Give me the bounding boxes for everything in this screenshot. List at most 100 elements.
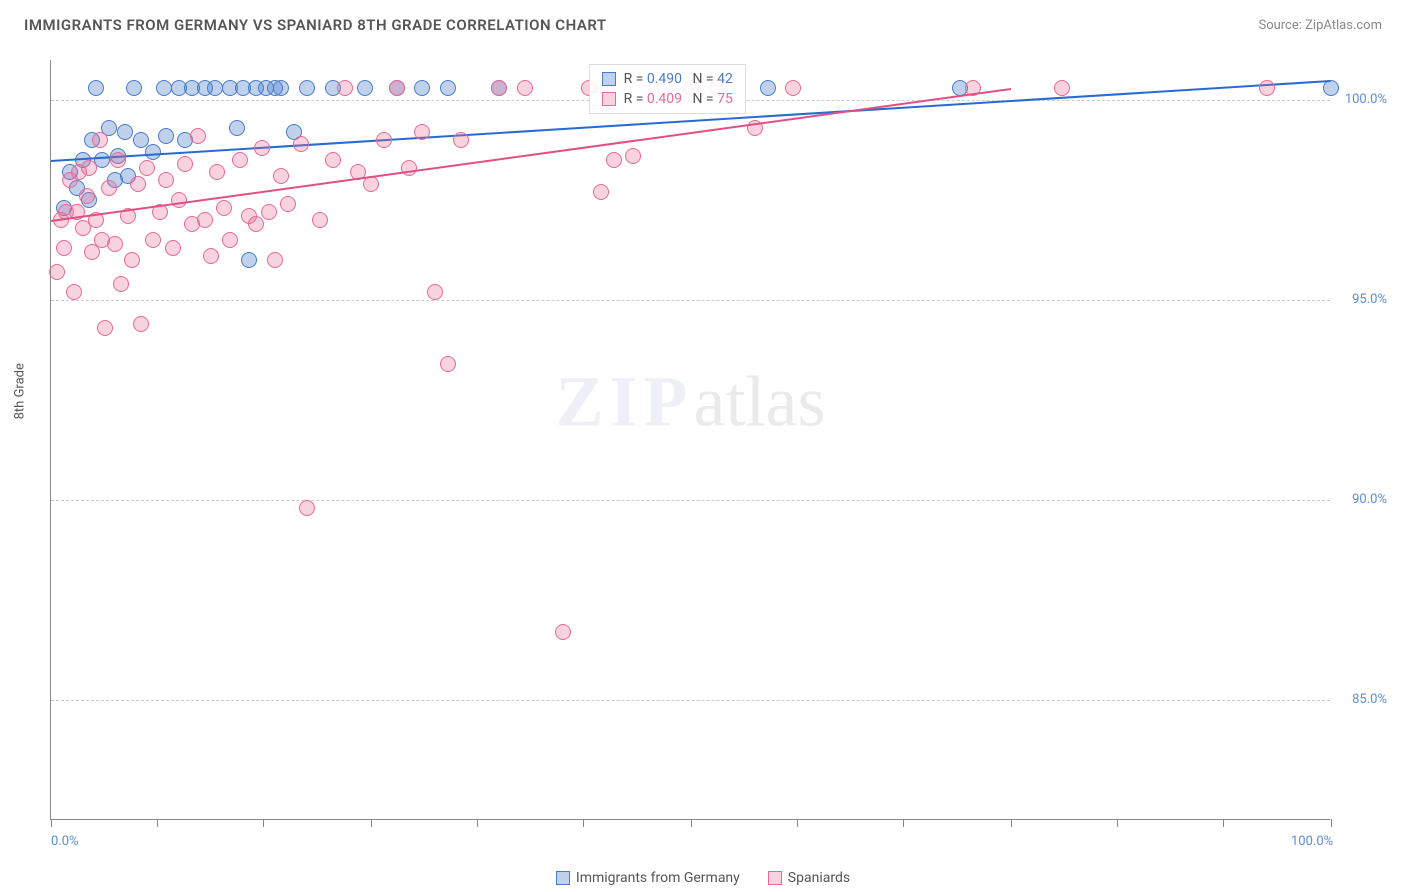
watermark-zip: ZIP bbox=[556, 361, 694, 441]
data-point bbox=[229, 120, 245, 136]
data-point bbox=[126, 80, 142, 96]
data-point bbox=[124, 252, 140, 268]
data-point bbox=[133, 316, 149, 332]
legend-swatch bbox=[768, 871, 782, 885]
data-point bbox=[145, 144, 161, 160]
data-point bbox=[232, 152, 248, 168]
x-tick bbox=[903, 819, 904, 827]
stats-n-label: N = bbox=[682, 71, 717, 87]
legend-item: Immigrants from Germany bbox=[556, 870, 740, 886]
stats-n-value: 75 bbox=[717, 91, 733, 107]
y-tick-label: 90.0% bbox=[1337, 492, 1387, 507]
data-point bbox=[177, 156, 193, 172]
data-point bbox=[139, 160, 155, 176]
stats-r-value: 0.490 bbox=[647, 71, 682, 87]
data-point bbox=[190, 128, 206, 144]
chart-title: IMMIGRANTS FROM GERMANY VS SPANIARD 8TH … bbox=[24, 16, 607, 34]
data-point bbox=[312, 212, 328, 228]
data-point bbox=[299, 500, 315, 516]
data-point bbox=[107, 236, 123, 252]
gridline bbox=[51, 300, 1330, 301]
data-point bbox=[593, 184, 609, 200]
data-point bbox=[158, 172, 174, 188]
data-point bbox=[197, 212, 213, 228]
x-tick bbox=[263, 819, 264, 827]
data-point bbox=[273, 168, 289, 184]
stats-swatch bbox=[602, 72, 616, 86]
data-point bbox=[337, 80, 353, 96]
data-point bbox=[517, 80, 533, 96]
y-tick-label: 85.0% bbox=[1337, 692, 1387, 707]
x-tick bbox=[797, 819, 798, 827]
legend-swatch bbox=[556, 871, 570, 885]
y-tick-label: 100.0% bbox=[1337, 92, 1387, 107]
plot-area: ZIPatlas 85.0%90.0%95.0%100.0%0.0%100.0%… bbox=[50, 60, 1330, 820]
data-point bbox=[216, 200, 232, 216]
data-point bbox=[101, 180, 117, 196]
data-point bbox=[66, 284, 82, 300]
stats-n-value: 42 bbox=[717, 71, 733, 87]
legend-label: Immigrants from Germany bbox=[576, 870, 740, 886]
data-point bbox=[222, 232, 238, 248]
stats-r-value: 0.409 bbox=[647, 91, 682, 107]
stats-swatch bbox=[602, 92, 616, 106]
legend-label: Spaniards bbox=[788, 870, 850, 886]
legend: Immigrants from Germany Spaniards bbox=[0, 870, 1406, 886]
chart-container: 8th Grade ZIPatlas 85.0%90.0%95.0%100.0%… bbox=[50, 60, 1380, 820]
data-point bbox=[81, 160, 97, 176]
data-point bbox=[785, 80, 801, 96]
data-point bbox=[299, 80, 315, 96]
data-point bbox=[376, 132, 392, 148]
data-point bbox=[760, 80, 776, 96]
data-point bbox=[133, 132, 149, 148]
stats-r-label: R = bbox=[624, 71, 647, 87]
stats-box: R = 0.490 N = 42R = 0.409 N = 75 bbox=[589, 64, 746, 114]
x-tick bbox=[371, 819, 372, 827]
data-point bbox=[625, 148, 641, 164]
y-tick-label: 95.0% bbox=[1337, 292, 1387, 307]
x-tick bbox=[477, 819, 478, 827]
data-point bbox=[606, 152, 622, 168]
data-point bbox=[145, 232, 161, 248]
stats-row: R = 0.490 N = 42 bbox=[602, 69, 733, 89]
title-bar: IMMIGRANTS FROM GERMANY VS SPANIARD 8TH … bbox=[0, 0, 1406, 42]
data-point bbox=[427, 284, 443, 300]
data-point bbox=[414, 124, 430, 140]
data-point bbox=[325, 152, 341, 168]
data-point bbox=[130, 176, 146, 192]
x-tick bbox=[691, 819, 692, 827]
stats-row: R = 0.409 N = 75 bbox=[602, 89, 733, 109]
data-point bbox=[357, 80, 373, 96]
gridline bbox=[51, 500, 1330, 501]
data-point bbox=[273, 80, 289, 96]
data-point bbox=[97, 320, 113, 336]
data-point bbox=[440, 80, 456, 96]
data-point bbox=[117, 124, 133, 140]
data-point bbox=[49, 264, 65, 280]
data-point bbox=[1054, 80, 1070, 96]
stats-n-label: N = bbox=[682, 91, 717, 107]
data-point bbox=[248, 216, 264, 232]
x-tick bbox=[1117, 819, 1118, 827]
data-point bbox=[79, 188, 95, 204]
data-point bbox=[555, 624, 571, 640]
data-point bbox=[110, 152, 126, 168]
data-point bbox=[453, 132, 469, 148]
data-point bbox=[401, 160, 417, 176]
data-point bbox=[158, 128, 174, 144]
data-point bbox=[1323, 80, 1339, 96]
data-point bbox=[261, 204, 277, 220]
data-point bbox=[156, 80, 172, 96]
data-point bbox=[209, 164, 225, 180]
data-point bbox=[1259, 80, 1275, 96]
x-tick bbox=[1331, 819, 1332, 827]
x-tick bbox=[157, 819, 158, 827]
data-point bbox=[171, 192, 187, 208]
x-tick bbox=[51, 819, 52, 827]
data-point bbox=[293, 136, 309, 152]
data-point bbox=[389, 80, 405, 96]
x-tick-label: 100.0% bbox=[1291, 834, 1333, 849]
data-point bbox=[92, 132, 108, 148]
source-label: Source: ZipAtlas.com bbox=[1258, 18, 1382, 33]
data-point bbox=[165, 240, 181, 256]
